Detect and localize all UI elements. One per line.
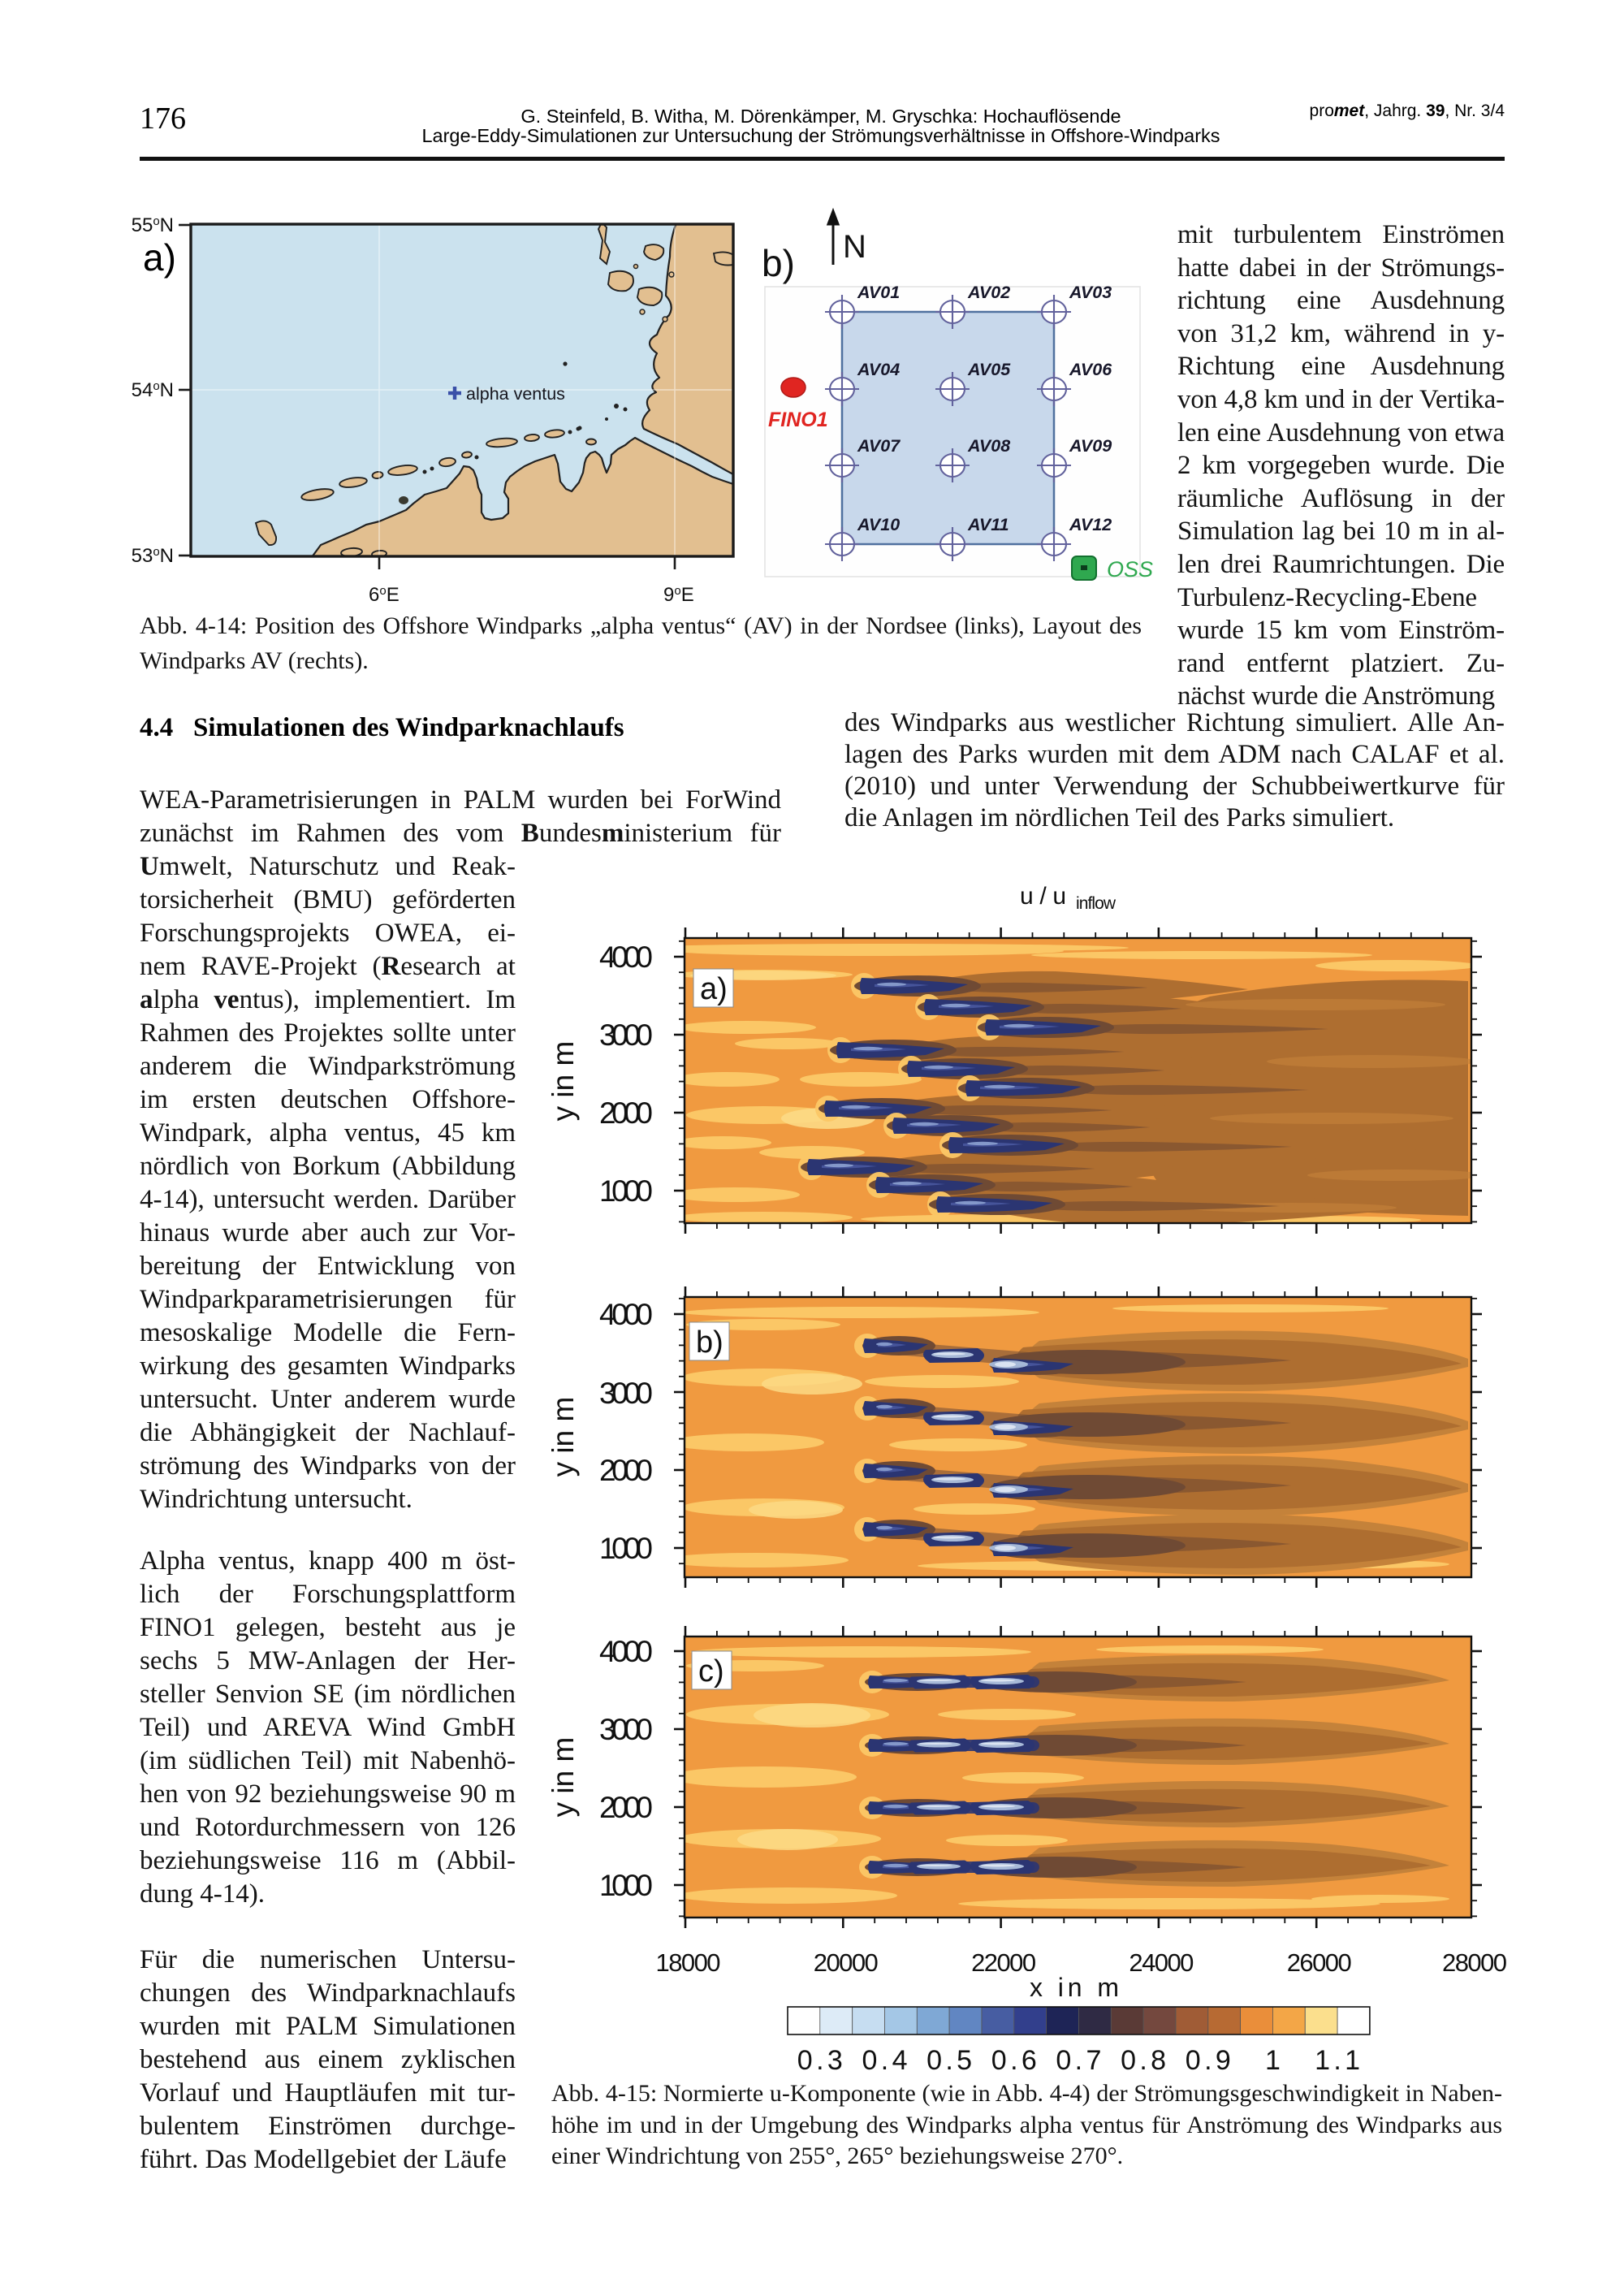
svg-text:28000: 28000 — [1442, 1948, 1507, 1977]
svg-text:0.9: 0.9 — [1186, 2045, 1231, 2076]
svg-text:24000: 24000 — [1129, 1948, 1194, 1977]
svg-text:N: N — [843, 229, 866, 265]
svg-text:0.6: 0.6 — [991, 2045, 1037, 2076]
svg-text:18000: 18000 — [656, 1948, 721, 1977]
svg-text:1000: 1000 — [599, 1869, 653, 1902]
svg-text:2000: 2000 — [599, 1791, 653, 1824]
svg-text:AV01: AV01 — [857, 283, 900, 302]
svg-text:AV03: AV03 — [1069, 283, 1112, 302]
svg-text:2000: 2000 — [599, 1454, 653, 1487]
svg-text:0.8: 0.8 — [1121, 2045, 1166, 2076]
svg-text:OSS: OSS — [1107, 557, 1153, 582]
svg-text:4000: 4000 — [599, 940, 653, 974]
svg-text:2000: 2000 — [599, 1096, 653, 1130]
svg-text:AV08: AV08 — [967, 436, 1010, 456]
svg-text:b): b) — [696, 1325, 723, 1360]
svg-text:4000: 4000 — [599, 1635, 653, 1668]
svg-text:3000: 3000 — [599, 1713, 653, 1746]
svg-text:0.4: 0.4 — [862, 2045, 908, 2076]
svg-text:a): a) — [700, 972, 728, 1006]
svg-text:AV02: AV02 — [967, 283, 1010, 302]
svg-text:AV11: AV11 — [967, 515, 1009, 534]
svg-text:20000: 20000 — [814, 1948, 879, 1977]
svg-text:inflow: inflow — [1076, 894, 1116, 913]
svg-text:y in m: y in m — [546, 1041, 580, 1122]
svg-text:3000: 3000 — [599, 1018, 653, 1052]
svg-text:9oE: 9oE — [663, 584, 694, 606]
svg-text:AV07: AV07 — [857, 436, 901, 456]
svg-text:4000: 4000 — [599, 1298, 653, 1331]
svg-text:AV10: AV10 — [857, 515, 900, 534]
svg-text:26000: 26000 — [1287, 1948, 1352, 1977]
svg-text:c): c) — [698, 1654, 724, 1688]
svg-text:1: 1 — [1265, 2045, 1281, 2076]
svg-text:22000: 22000 — [971, 1948, 1036, 1977]
svg-text:3000: 3000 — [599, 1377, 653, 1410]
svg-text:AV06: AV06 — [1069, 360, 1112, 379]
svg-text:55oN: 55oN — [132, 214, 174, 236]
svg-text:6oE: 6oE — [369, 584, 400, 606]
svg-text:FINO1: FINO1 — [768, 409, 828, 431]
svg-text:AV04: AV04 — [857, 360, 900, 379]
svg-text:AV12: AV12 — [1069, 515, 1112, 534]
svg-text:0.5: 0.5 — [926, 2045, 972, 2076]
svg-text:1000: 1000 — [599, 1174, 653, 1208]
svg-text:1000: 1000 — [599, 1532, 653, 1565]
svg-text:AV09: AV09 — [1069, 436, 1112, 456]
svg-text:1.1: 1.1 — [1315, 2045, 1360, 2076]
svg-text:alpha ventus: alpha ventus — [466, 384, 565, 404]
svg-text:54oN: 54oN — [132, 379, 174, 401]
svg-text:0.3: 0.3 — [797, 2045, 843, 2076]
svg-text:b): b) — [762, 242, 795, 284]
svg-text:53oN: 53oN — [132, 545, 174, 567]
svg-text:0.7: 0.7 — [1056, 2045, 1101, 2076]
svg-text:y in m: y in m — [546, 1737, 580, 1818]
svg-text:y in m: y in m — [546, 1397, 580, 1477]
svg-text:AV05: AV05 — [967, 360, 1011, 379]
svg-text:u / u: u / u — [1020, 883, 1066, 910]
